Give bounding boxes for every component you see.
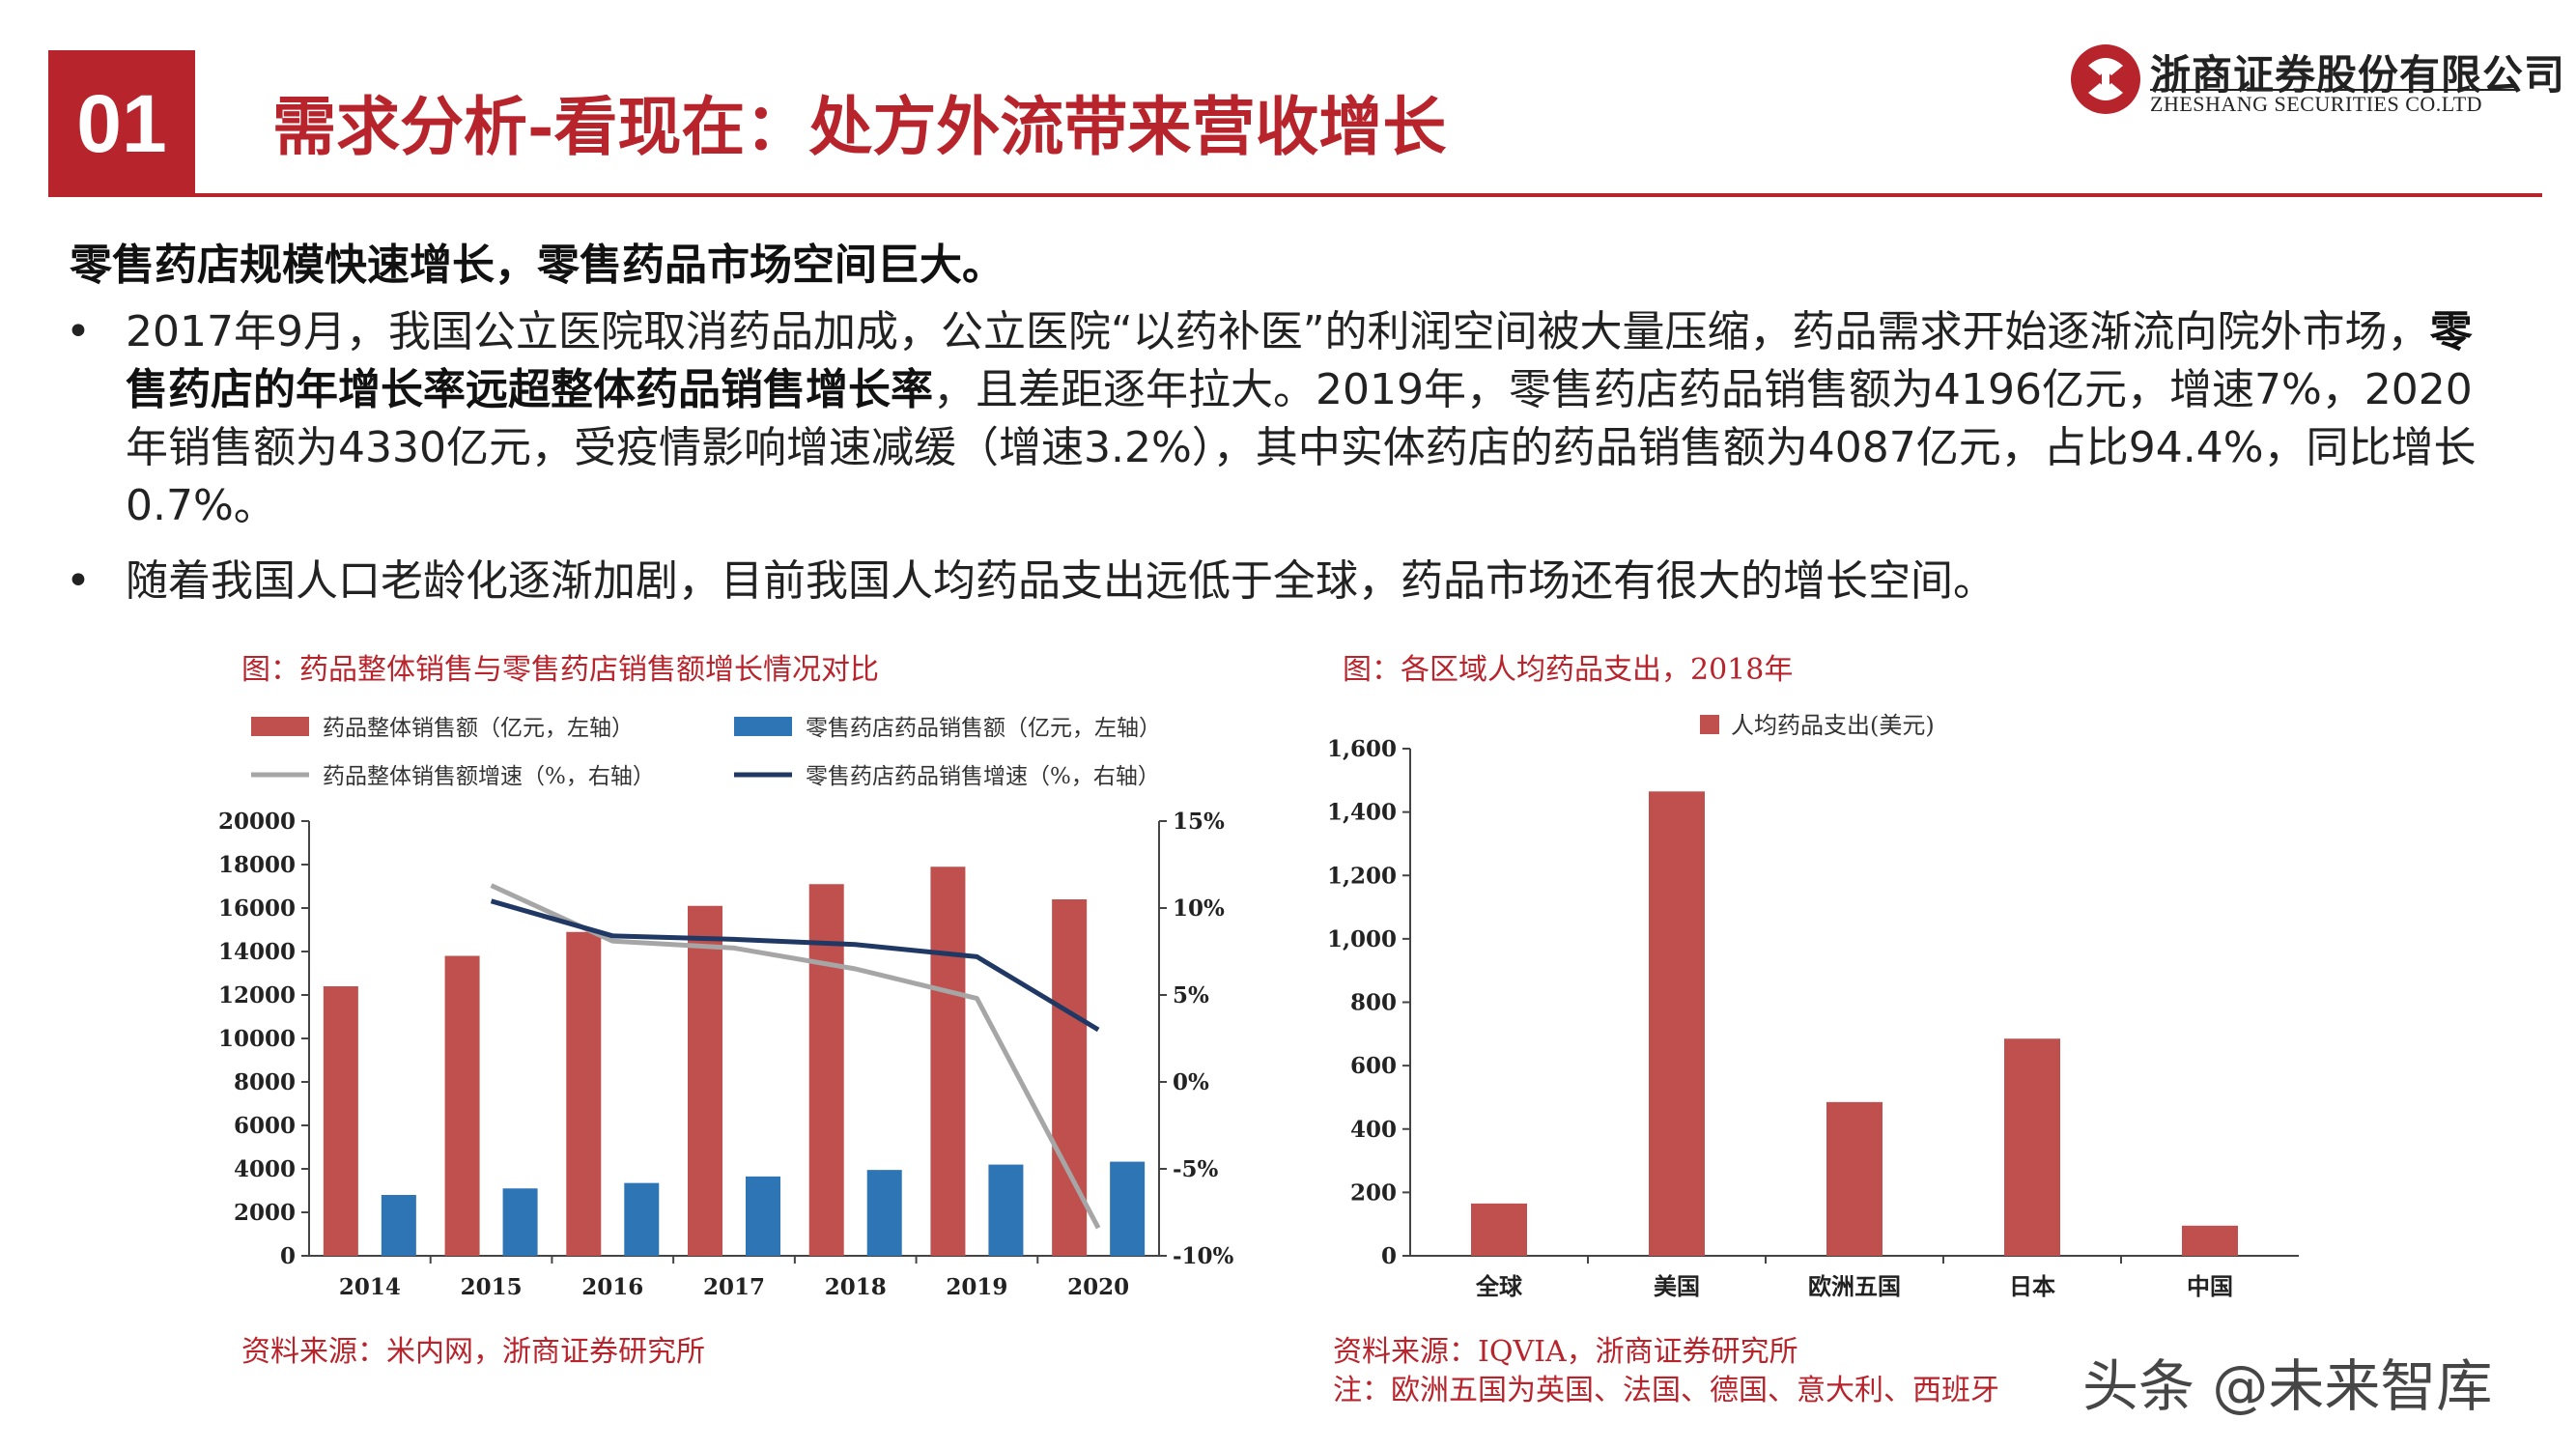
legend-label-0: 药品整体销售额（亿元，左轴） [323, 716, 634, 741]
legend-label: 人均药品支出(美元) [1731, 712, 1935, 739]
x-tick-label: 2019 [946, 1274, 1007, 1300]
left-tick-label: 12000 [218, 982, 296, 1009]
bullet-dot: • [66, 556, 91, 606]
chart1-caption: 图：药品整体销售与零售药店销售额增长情况对比 [241, 653, 879, 687]
left-tick-label: 10000 [218, 1026, 296, 1052]
bar-per-capita-spend [2182, 1225, 2238, 1256]
x-tick-label: 日本 [2009, 1272, 2055, 1300]
left-tick-label: 6000 [234, 1113, 296, 1139]
bar-retail-sales [381, 1195, 416, 1256]
x-tick-label: 中国 [2187, 1272, 2233, 1300]
section-number: 01 [76, 78, 167, 169]
bar-total-sales [1052, 899, 1088, 1256]
bar-per-capita-spend [1826, 1101, 1882, 1256]
company-name-en: ZHESHANG SECURITIES CO.LTD [2150, 92, 2483, 116]
bar-per-capita-spend [1471, 1203, 1527, 1256]
x-tick-label: 欧洲五国 [1808, 1272, 1901, 1300]
x-tick-label: 2020 [1067, 1274, 1129, 1300]
right-tick-label: 0% [1173, 1069, 1209, 1095]
bar-total-sales [688, 905, 722, 1256]
page-title: 需求分析-看现在：处方外流带来营收增长 [272, 89, 1447, 164]
bullet-paragraph-2: 随着我国人口老龄化逐渐加剧，目前我国人均药品支出远低于全球，药品市场还有很大的增… [126, 556, 1996, 606]
x-tick-label: 2017 [703, 1274, 765, 1300]
watermark: 头条 @未来智库 [2082, 1353, 2493, 1419]
left-tick-label: 18000 [218, 852, 296, 878]
left-tick-label: 2000 [234, 1200, 296, 1226]
bar-total-sales [930, 867, 966, 1256]
left-tick-label: 0 [280, 1243, 296, 1269]
logo-rule [2150, 89, 2519, 91]
y-tick-label: 1,200 [1327, 863, 1397, 889]
y-tick-label: 1,600 [1327, 736, 1397, 762]
y-tick-label: 200 [1350, 1179, 1397, 1206]
bar-retail-sales [624, 1182, 660, 1256]
bar-per-capita-spend [2004, 1038, 2060, 1256]
right-tick-label: -5% [1173, 1156, 1219, 1182]
legend-label-1: 零售药店药品销售额（亿元，左轴） [806, 716, 1161, 741]
bar-total-sales [566, 931, 602, 1256]
bullet1-text-a: 2017年9月，我国公立医院取消药品加成，公立医院“以药补医”的利润空间被大量压… [126, 307, 2430, 356]
bar-total-sales [323, 986, 358, 1256]
legend-swatch [1700, 715, 1719, 734]
right-tick-label: 15% [1173, 809, 1225, 835]
bar-retail-sales [502, 1188, 538, 1256]
x-tick-label: 2018 [825, 1274, 887, 1300]
right-tick-label: 5% [1173, 982, 1209, 1009]
left-tick-label: 14000 [218, 939, 296, 965]
bar-total-sales [444, 955, 480, 1256]
chart2-caption: 图：各区域人均药品支出，2018年 [1343, 653, 1794, 687]
x-tick-label: 2014 [339, 1274, 401, 1300]
headline: 零售药店规模快速增长，零售药品市场空间巨大。 [70, 241, 1005, 290]
legend-swatch-1 [734, 717, 792, 736]
y-tick-label: 1,400 [1327, 800, 1397, 826]
x-tick-label: 美国 [1654, 1272, 1700, 1300]
section-badge [48, 50, 195, 197]
legend-swatch-0 [251, 717, 309, 736]
chart2-source: 资料来源：IQVIA，浙商证券研究所 [1333, 1335, 1798, 1369]
bar-retail-sales [1110, 1161, 1146, 1256]
line-retail-growth [490, 898, 1100, 1033]
bullet1-text-b: ，且差距逐年拉大。2019年，零售药店药品销售额为4196亿元，增速7%，202… [126, 365, 2477, 530]
bullet-paragraph-1: 2017年9月，我国公立医院取消药品加成，公立医院“以药补医”的利润空间被大量压… [126, 303, 2502, 535]
chart2-note: 注：欧洲五国为英国、法国、德国、意大利、西班牙 [1333, 1374, 1999, 1407]
bar-total-sales [808, 884, 844, 1256]
y-tick-label: 800 [1350, 990, 1397, 1016]
y-tick-label: 600 [1350, 1053, 1397, 1079]
y-tick-label: 1,000 [1327, 926, 1397, 952]
bullet-dot: • [66, 307, 91, 356]
bar-retail-sales [746, 1176, 780, 1256]
legend-label-2: 药品整体销售额增速（%，右轴） [323, 764, 655, 789]
header-divider [195, 193, 2542, 197]
left-tick-label: 8000 [234, 1069, 296, 1095]
bar-per-capita-spend [1649, 791, 1705, 1256]
legend-label-3: 零售药店药品销售增速（%，右轴） [806, 764, 1160, 789]
y-tick-label: 400 [1350, 1117, 1397, 1143]
x-tick-label: 2016 [581, 1274, 643, 1300]
bar-retail-sales [988, 1164, 1024, 1256]
x-tick-label: 2015 [461, 1274, 523, 1300]
left-tick-label: 16000 [218, 895, 296, 922]
per-capita-drug-spending-chart: 人均药品支出(美元) 0 200 400 600 800 1,000 1,200 1,400 1,… [1327, 712, 2299, 1300]
sales-growth-combo-chart: 药品整体销售额（亿元，左轴） 零售药店药品销售额（亿元，左轴） 药品整体销售额增速（… [218, 716, 1234, 1300]
zheshang-logo-icon [2071, 44, 2140, 114]
bullet1-bold-text: 零售药店的年增长率远超整体药品销售增长率 [126, 307, 2473, 414]
bar-retail-sales [866, 1170, 902, 1256]
right-tick-label: 10% [1173, 895, 1225, 922]
left-tick-label: 4000 [234, 1156, 296, 1182]
chart1-source: 资料来源：米内网，浙商证券研究所 [241, 1335, 705, 1369]
left-tick-label: 20000 [218, 809, 296, 835]
x-tick-label: 全球 [1475, 1272, 1523, 1300]
right-tick-label: -10% [1173, 1243, 1234, 1269]
y-tick-label: 0 [1381, 1243, 1397, 1269]
